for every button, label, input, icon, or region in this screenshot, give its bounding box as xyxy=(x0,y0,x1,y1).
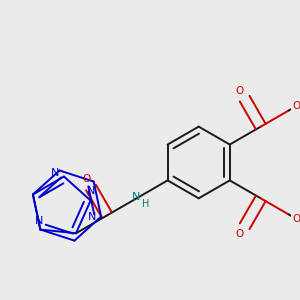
Text: N: N xyxy=(131,192,140,202)
Text: O: O xyxy=(236,85,244,96)
Text: N: N xyxy=(34,216,43,226)
Text: O: O xyxy=(82,174,90,184)
Text: O: O xyxy=(236,230,244,239)
Text: H: H xyxy=(142,199,149,209)
Text: N: N xyxy=(88,212,96,222)
Text: N: N xyxy=(86,186,95,196)
Text: O: O xyxy=(292,214,300,224)
Text: N: N xyxy=(51,168,59,178)
Text: O: O xyxy=(292,101,300,111)
